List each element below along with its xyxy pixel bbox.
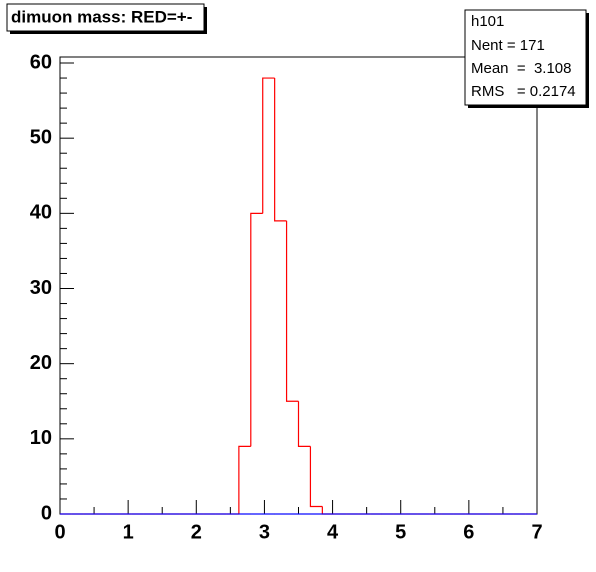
histogram-bin (309, 446, 323, 508)
x-tick-label: 5 (395, 521, 406, 543)
stats-row: RMS = 0.2174 (471, 83, 576, 100)
x-tick-label: 3 (259, 521, 270, 543)
histogram-bin (262, 77, 275, 214)
histogram-bin (238, 445, 251, 514)
stats-name: h101 (471, 13, 504, 30)
histogram-bin (250, 212, 263, 447)
histogram-bin (297, 401, 311, 447)
stats-box (464, 9, 587, 106)
y-tick-label: 40 (30, 202, 52, 224)
y-tick-label: 20 (30, 352, 52, 374)
x-tick-label: 6 (463, 521, 474, 543)
y-tick-label: 0 (41, 502, 52, 524)
y-tick-label: 10 (30, 427, 52, 449)
y-tick-label: 60 (30, 51, 52, 73)
title-box (6, 3, 205, 32)
x-tick-label: 2 (191, 521, 202, 543)
histogram-bin (274, 78, 287, 222)
chart-title: dimuon mass: RED=+- (11, 7, 192, 26)
y-tick-label: 50 (30, 126, 52, 148)
y-tick-label: 30 (30, 277, 52, 299)
stats-row: Mean = 3.108 (471, 60, 572, 77)
histogram-bin (285, 220, 299, 402)
x-tick-label: 4 (327, 521, 339, 543)
x-tick-label: 1 (123, 521, 134, 543)
stats-row: Nent = 171 (471, 37, 545, 54)
x-tick-label: 0 (54, 521, 65, 543)
x-tick-label: 7 (531, 521, 542, 543)
